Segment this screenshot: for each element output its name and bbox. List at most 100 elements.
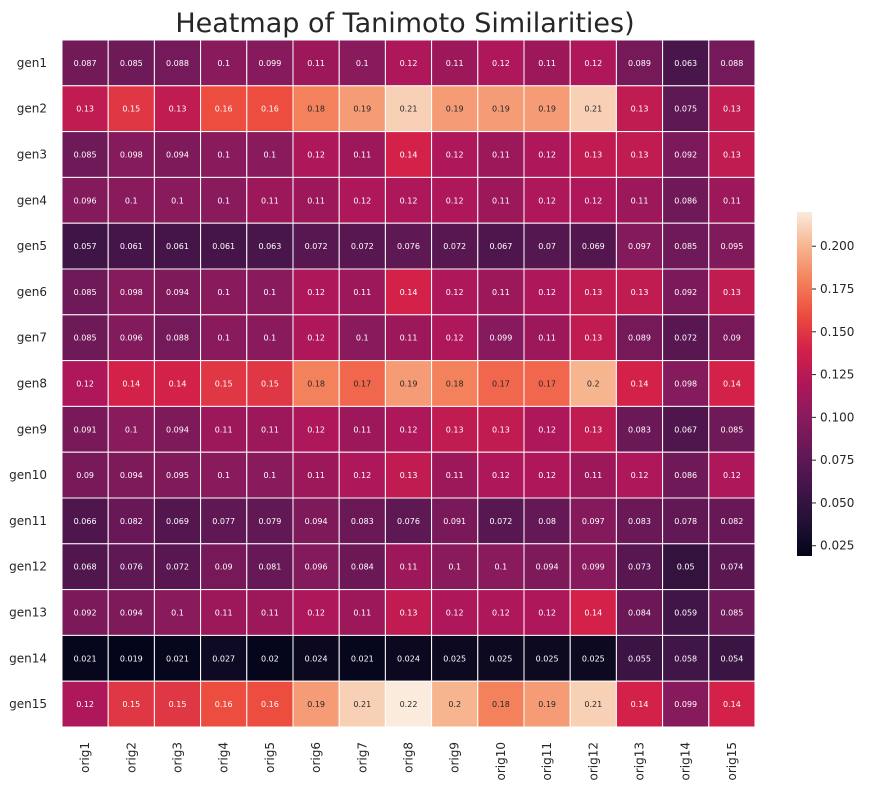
cell-value-label: 0.12 — [307, 425, 325, 434]
row-label: gen12 — [9, 560, 47, 574]
heatmap-cell — [477, 176, 525, 224]
cell-value-label: 0.11 — [492, 151, 510, 160]
heatmap-cell — [61, 222, 109, 270]
heatmap-cell — [708, 405, 756, 453]
cell-value-label: 0.13 — [446, 425, 464, 434]
cell-value-label: 0.1 — [264, 334, 277, 343]
cell-value-label: 0.12 — [76, 700, 94, 709]
cell-value-label: 0.11 — [538, 334, 556, 343]
heatmap-cell — [431, 222, 479, 270]
cell-value-label: 0.12 — [538, 471, 556, 480]
cell-value-label: 0.097 — [628, 242, 651, 251]
heatmap-cell — [431, 405, 479, 453]
cell-value-label: 0.072 — [166, 563, 189, 572]
heatmap-cell — [292, 497, 340, 545]
cell-value-label: 0.1 — [495, 563, 508, 572]
cell-value-label: 0.11 — [631, 196, 649, 205]
heatmap-cell — [662, 176, 710, 224]
heatmap-cell — [200, 268, 248, 316]
column-label: orig7 — [355, 742, 369, 773]
cell-value-label: 0.1 — [171, 609, 184, 618]
heatmap-cell — [477, 497, 525, 545]
heatmap-cell — [569, 634, 617, 682]
cell-value-label: 0.099 — [582, 563, 605, 572]
heatmap-cell — [708, 634, 756, 682]
cell-value-label: 0.12 — [584, 196, 602, 205]
cell-value-label: 0.096 — [305, 563, 328, 572]
heatmap-cell — [384, 360, 433, 407]
cell-value-label: 0.021 — [166, 654, 189, 663]
heatmap-cell — [338, 314, 386, 362]
cell-value-label: 0.089 — [628, 59, 651, 68]
cell-value-label: 0.1 — [217, 196, 230, 205]
heatmap-cell — [569, 451, 617, 499]
heatmap-cell — [384, 176, 433, 224]
cell-value-label: 0.094 — [166, 425, 189, 434]
cell-value-label: 0.061 — [212, 242, 235, 251]
column-label: orig6 — [309, 742, 323, 773]
column-label: orig4 — [217, 742, 231, 773]
heatmap-cell — [107, 85, 155, 133]
cell-value-label: 0.13 — [492, 425, 510, 434]
heatmap-cell — [107, 497, 155, 545]
heatmap-cell — [477, 39, 525, 87]
colorbar-tick-label: 0.025 — [820, 539, 854, 553]
cell-value-label: 0.13 — [169, 105, 187, 114]
cell-value-label: 0.12 — [400, 196, 418, 205]
cell-value-label: 0.13 — [400, 609, 418, 618]
cell-value-label: 0.19 — [400, 380, 418, 389]
cell-value-label: 0.11 — [307, 59, 325, 68]
cell-value-label: 0.097 — [582, 517, 605, 526]
cell-value-label: 0.12 — [76, 380, 94, 389]
heatmap-cell — [61, 268, 109, 316]
cell-value-label: 0.13 — [584, 151, 602, 160]
cell-value-label: 0.094 — [166, 151, 189, 160]
cell-value-label: 0.1 — [356, 59, 369, 68]
heatmap-cell — [708, 680, 756, 728]
cell-value-label: 0.024 — [397, 654, 420, 663]
heatmap-cell — [292, 85, 340, 133]
cell-value-label: 0.082 — [120, 517, 143, 526]
heatmap-cell — [615, 451, 664, 499]
cell-value-label: 0.096 — [120, 334, 143, 343]
heatmap-cell — [384, 589, 433, 636]
cell-value-label: 0.12 — [446, 334, 464, 343]
cell-value-label: 0.16 — [215, 105, 233, 114]
cell-value-label: 0.025 — [443, 654, 466, 663]
cell-value-label: 0.19 — [538, 105, 556, 114]
cell-value-label: 0.12 — [492, 59, 510, 68]
heatmap-cell — [153, 451, 202, 499]
column-label: orig11 — [540, 742, 554, 781]
heatmap-cell — [431, 131, 479, 178]
cell-value-label: 0.074 — [720, 563, 743, 572]
cell-value-label: 0.098 — [674, 380, 697, 389]
cell-value-label: 0.086 — [674, 196, 697, 205]
heatmap-cell — [292, 39, 340, 87]
cell-value-label: 0.18 — [446, 380, 464, 389]
cell-value-label: 0.18 — [307, 105, 325, 114]
column-label: orig8 — [402, 742, 416, 773]
cell-value-label: 0.13 — [584, 334, 602, 343]
heatmap-cell — [107, 176, 155, 224]
colorbar-tick-label: 0.100 — [820, 410, 854, 424]
heatmap-cell — [292, 268, 340, 316]
heatmap-cells — [61, 39, 756, 728]
cell-value-label: 0.07 — [538, 242, 556, 251]
cell-value-label: 0.072 — [443, 242, 466, 251]
row-label: gen6 — [17, 285, 47, 299]
cell-value-label: 0.088 — [166, 59, 189, 68]
cell-value-label: 0.085 — [74, 151, 97, 160]
row-label: gen8 — [17, 377, 47, 391]
row-label: gen5 — [17, 239, 47, 253]
cell-value-label: 0.1 — [217, 151, 230, 160]
cell-value-label: 0.11 — [353, 288, 371, 297]
heatmap-cell — [107, 405, 155, 453]
heatmap-cell — [615, 360, 664, 407]
cell-value-label: 0.025 — [582, 654, 605, 663]
heatmap-cell — [61, 85, 109, 133]
cell-value-label: 0.14 — [169, 380, 187, 389]
heatmap-cell — [384, 85, 433, 133]
cell-value-label: 0.13 — [723, 105, 741, 114]
heatmap-cell — [477, 131, 525, 178]
